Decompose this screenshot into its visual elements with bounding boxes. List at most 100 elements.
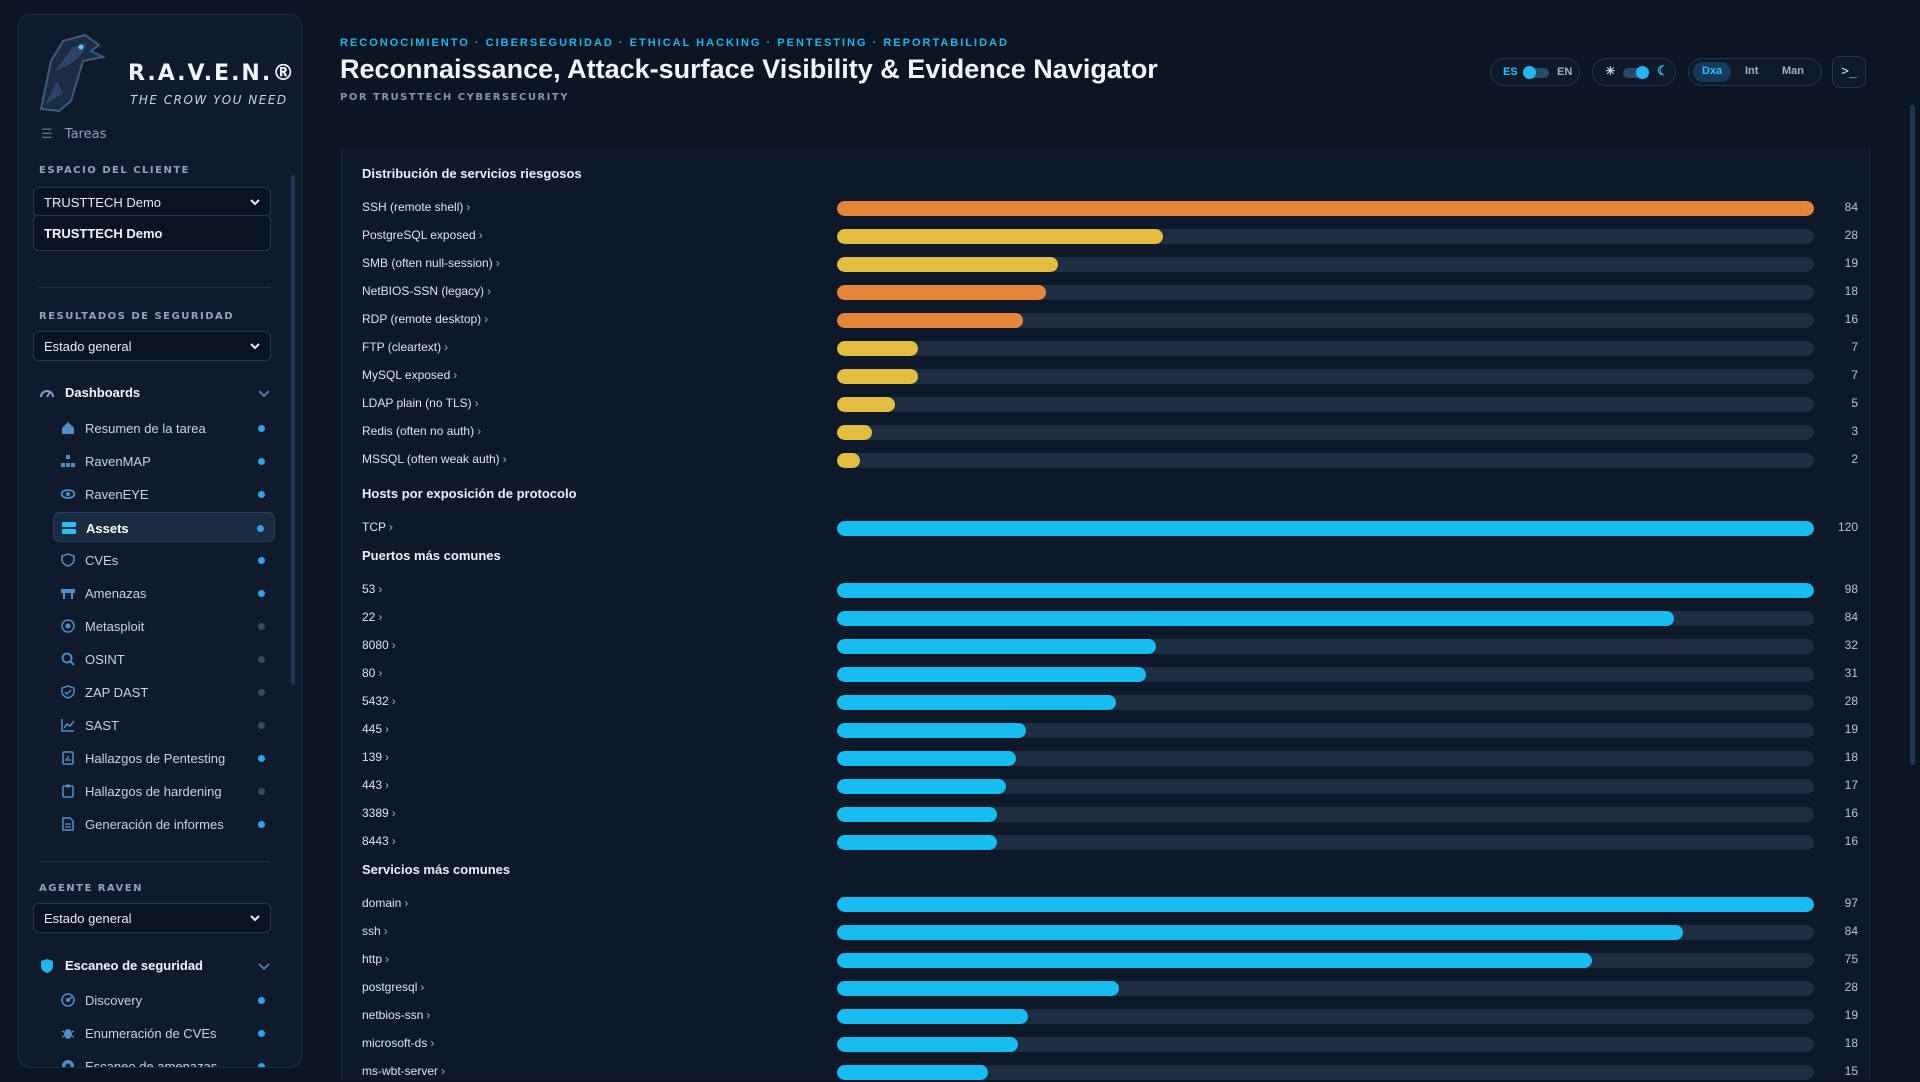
sidebar-item-zap-dast[interactable]: ZAP DAST (53, 677, 275, 707)
bar-row[interactable]: 5432 › 28 (362, 692, 1862, 712)
sidebar-item-enumeraci-n-de-cves[interactable]: Enumeración de CVEs (53, 1018, 275, 1048)
sidebar-item-generaci-n-de-informes[interactable]: Generación de informes (53, 809, 275, 839)
bar-row[interactable]: 443 › 17 (362, 776, 1862, 796)
bar-row[interactable]: 53 › 98 (362, 580, 1862, 600)
bar-label[interactable]: NetBIOS-SSN (legacy) › (362, 284, 491, 298)
language-toggle[interactable]: ES EN (1490, 58, 1580, 86)
bar-label[interactable]: 443 › (362, 778, 389, 792)
bar-fill (837, 611, 1675, 626)
bar-label[interactable]: 139 › (362, 750, 389, 764)
bar-label[interactable]: MSSQL (often weak auth) › (362, 452, 507, 466)
bar-row[interactable]: ssh › 84 (362, 922, 1862, 942)
bar-label[interactable]: Redis (often no auth) › (362, 424, 481, 438)
page-scrollbar[interactable] (1910, 105, 1915, 765)
bar-label[interactable]: LDAP plain (no TLS) › (362, 396, 479, 410)
bar-label[interactable]: 53 › (362, 582, 382, 596)
bar-label[interactable]: TCP › (362, 520, 393, 534)
bar-row[interactable]: 8443 › 16 (362, 832, 1862, 852)
bar-row[interactable]: 3389 › 16 (362, 804, 1862, 824)
bar-fill (837, 285, 1047, 300)
bar-label[interactable]: FTP (cleartext) › (362, 340, 448, 354)
bar-label[interactable]: SSH (remote shell) › (362, 200, 470, 214)
shield-check-icon (61, 685, 75, 699)
security-results-select[interactable]: Estado general (33, 331, 271, 361)
mode-man[interactable]: Man (1782, 65, 1804, 77)
bar-row[interactable]: SSH (remote shell) › 84 (362, 198, 1862, 218)
bar-label[interactable]: http › (362, 952, 389, 966)
bar-row[interactable]: microsoft-ds › 18 (362, 1034, 1862, 1054)
bar-value: 18 (1844, 1036, 1858, 1050)
sidebar-scrollbar[interactable] (291, 175, 295, 685)
bar-row[interactable]: 8080 › 32 (362, 636, 1862, 656)
sidebar-item-assets[interactable]: Assets (53, 512, 275, 542)
bar-row[interactable]: 445 › 19 (362, 720, 1862, 740)
mode-dxa[interactable]: Dxa (1693, 62, 1732, 82)
sidebar-item-hallazgos-de-pentesting[interactable]: Hallazgos de Pentesting (53, 743, 275, 773)
bar-label[interactable]: SMB (often null-session) › (362, 256, 500, 270)
sidebar-item-amenazas[interactable]: Amenazas (53, 578, 275, 608)
theme-toggle[interactable]: ☀ ☾ (1592, 58, 1676, 86)
bar-value: 28 (1844, 980, 1858, 994)
bar-row[interactable]: 22 › 84 (362, 608, 1862, 628)
shield-icon (41, 959, 53, 973)
bar-row[interactable]: http › 75 (362, 950, 1862, 970)
sidebar-item-hallazgos-de-hardening[interactable]: Hallazgos de hardening (53, 776, 275, 806)
bar-row[interactable]: 80 › 31 (362, 664, 1862, 684)
mode-int[interactable]: Int (1745, 65, 1759, 77)
bar-label[interactable]: 5432 › (362, 694, 396, 708)
bar-label[interactable]: ms-wbt-server › (362, 1064, 445, 1078)
sidebar-item-metasploit[interactable]: Metasploit (53, 611, 275, 641)
bar-label[interactable]: 80 › (362, 666, 382, 680)
bar-label[interactable]: 8443 › (362, 834, 396, 848)
bar-label[interactable]: postgresql › (362, 980, 424, 994)
sidebar-item-ravenmap[interactable]: RavenMAP (53, 446, 275, 476)
mode-selector[interactable]: Dxa Int Man (1688, 58, 1822, 86)
bar-row[interactable]: MSSQL (often weak auth) › 2 (362, 450, 1862, 470)
bar-row[interactable]: PostgreSQL exposed › 28 (362, 226, 1862, 246)
bar-row[interactable]: LDAP plain (no TLS) › 5 (362, 394, 1862, 414)
client-select[interactable]: TRUSTTECH Demo (33, 187, 271, 217)
bar-label[interactable]: PostgreSQL exposed › (362, 228, 483, 242)
dashboards-group-header[interactable]: Dashboards (39, 380, 277, 406)
agent-select[interactable]: Estado general (33, 903, 271, 933)
bar-row[interactable]: ms-wbt-server › 15 (362, 1062, 1862, 1082)
bar-row[interactable]: SMB (often null-session) › 19 (362, 254, 1862, 274)
bar-fill (837, 779, 1007, 794)
security-results-label: RESULTADOS DE SEGURIDAD (39, 311, 235, 322)
bar-label[interactable]: 22 › (362, 610, 382, 624)
bar-label[interactable]: ssh › (362, 924, 388, 938)
bar-category: 5432 (362, 694, 389, 708)
bar-row[interactable]: TCP › 120 (362, 518, 1862, 538)
bar-row[interactable]: netbios-ssn › 19 (362, 1006, 1862, 1026)
sidebar-item-osint[interactable]: OSINT (53, 644, 275, 674)
bar-row[interactable]: 139 › 18 (362, 748, 1862, 768)
terminal-button[interactable]: >_ (1832, 56, 1866, 88)
bar-row[interactable]: MySQL exposed › 7 (362, 366, 1862, 386)
bar-row[interactable]: domain › 97 (362, 894, 1862, 914)
bar-row[interactable]: RDP (remote desktop) › 16 (362, 310, 1862, 330)
sidebar-item-escaneo-de-amenazas[interactable]: Escaneo de amenazas (53, 1051, 275, 1067)
sidebar-item-raveneye[interactable]: RavenEYE (53, 479, 275, 509)
chevron-right-icon: › (389, 520, 393, 534)
bar-label[interactable]: 8080 › (362, 638, 396, 652)
bar-label[interactable]: microsoft-ds › (362, 1036, 434, 1050)
bar-label[interactable]: domain › (362, 896, 408, 910)
brand[interactable]: R.A.V.E.N.® THE CROW YOU NEED (33, 31, 294, 121)
bar-row[interactable]: NetBIOS-SSN (legacy) › 18 (362, 282, 1862, 302)
sidebar-item-cves[interactable]: CVEs (53, 545, 275, 575)
bar-label[interactable]: MySQL exposed › (362, 368, 457, 382)
bar-row[interactable]: FTP (cleartext) › 7 (362, 338, 1862, 358)
dashboards-group-label: Dashboards (65, 385, 141, 400)
sidebar-item-sast[interactable]: SAST (53, 710, 275, 740)
bar-row[interactable]: Redis (often no auth) › 3 (362, 422, 1862, 442)
bar-label[interactable]: netbios-ssn › (362, 1008, 430, 1022)
bar-track (837, 257, 1814, 272)
sidebar-item-tareas[interactable]: ☰ Tareas (41, 127, 106, 143)
bar-label[interactable]: 445 › (362, 722, 389, 736)
bar-row[interactable]: postgresql › 28 (362, 978, 1862, 998)
bar-label[interactable]: 3389 › (362, 806, 396, 820)
sidebar-item-resumen-de-la-tarea[interactable]: Resumen de la tarea (53, 413, 275, 443)
sidebar-item-discovery[interactable]: Discovery (53, 985, 275, 1015)
scan-group-header[interactable]: Escaneo de seguridad (39, 953, 277, 979)
bar-label[interactable]: RDP (remote desktop) › (362, 312, 488, 326)
